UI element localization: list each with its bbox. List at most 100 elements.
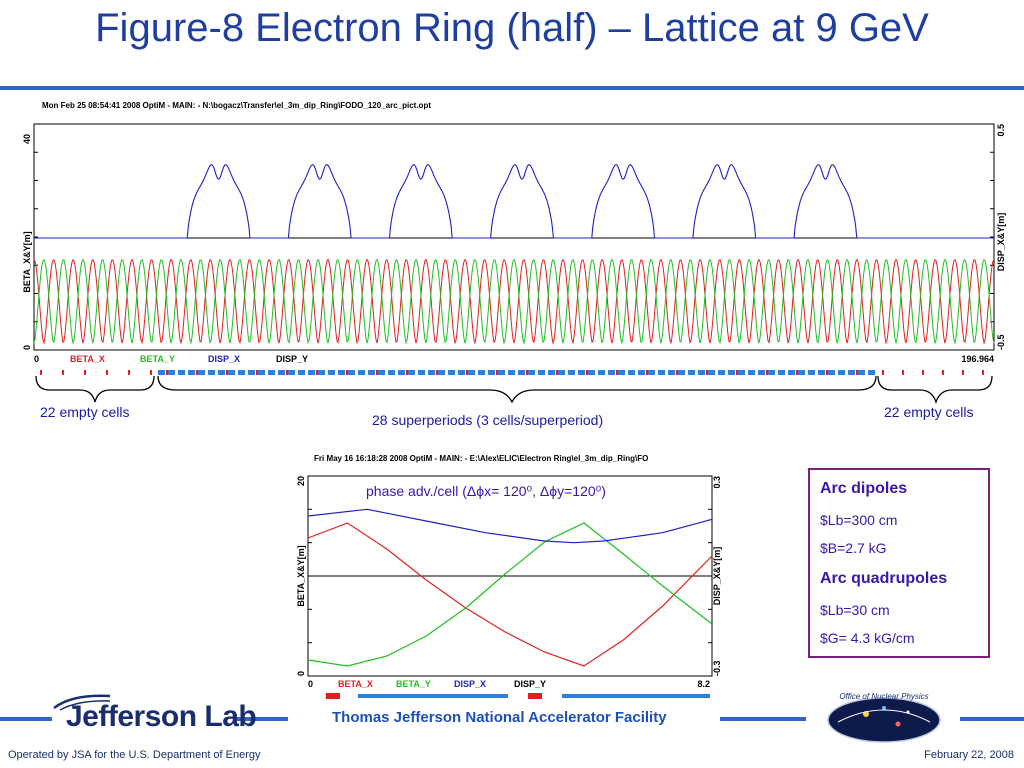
top-element-arc-dipole — [676, 370, 678, 375]
facility-name: Thomas Jefferson National Accelerator Fa… — [332, 709, 667, 726]
top-element-arc-dipole — [376, 370, 378, 375]
top-legend-beta-y: BETA_Y — [140, 354, 175, 364]
top-element-arc-magnet — [298, 370, 305, 375]
bottom-legend-beta-x: BETA_X — [338, 679, 373, 689]
top-element-arc-dipole — [766, 370, 768, 375]
top-element-arc-magnet — [398, 370, 405, 375]
top-element-arc-magnet — [408, 370, 415, 375]
top-element-arc-magnet — [728, 370, 735, 375]
bottom-y-max-label: 20 — [296, 476, 306, 486]
top-element-arc-dipole — [646, 370, 648, 375]
top-y2-min-label: -0.5 — [996, 334, 1006, 350]
top-element-arc-magnet — [478, 370, 485, 375]
top-element-empty-cell-right — [982, 370, 984, 375]
top-disp-x-line — [34, 164, 994, 239]
top-element-arc-dipole — [556, 370, 558, 375]
top-element-arc-magnet — [438, 370, 445, 375]
slide-title: Figure-8 Electron Ring (half) – Lattice … — [95, 6, 929, 50]
top-element-arc-dipole — [826, 370, 828, 375]
top-element-arc-dipole — [526, 370, 528, 375]
superperiods-label: 28 superperiods (3 cells/superperiod) — [372, 412, 604, 428]
top-element-arc-magnet — [638, 370, 645, 375]
arc-quads-gradient: $G= 4.3 kG/cm — [820, 630, 915, 646]
top-element-arc-magnet — [828, 370, 835, 375]
left-brace — [35, 375, 155, 403]
arc-quads-title: Arc quadrupoles — [820, 570, 948, 587]
top-element-arc-magnet — [328, 370, 335, 375]
top-element-arc-magnet — [288, 370, 295, 375]
top-y2-max-label: 0.5 — [996, 124, 1006, 137]
top-element-arc-magnet — [158, 370, 165, 375]
top-element-arc-magnet — [208, 370, 215, 375]
jefferson-lab-swoosh-icon — [53, 694, 111, 711]
phase-advance-label: phase adv./cell (Δϕx= 120⁰, Δϕy=120⁰) — [366, 483, 606, 499]
arc-dipoles-field: $B=2.7 kG — [820, 540, 887, 556]
top-element-arc-magnet — [418, 370, 425, 375]
top-element-arc-magnet — [458, 370, 465, 375]
bottom-element-drift-2 — [562, 694, 710, 698]
bottom-element-dipole-1 — [326, 693, 340, 699]
top-element-arc-dipole — [736, 370, 738, 375]
top-element-empty-cell-left — [150, 370, 152, 375]
cell-braces — [35, 375, 993, 405]
bottom-legend-disp-y: DISP_Y — [514, 679, 546, 689]
top-element-arc-dipole — [466, 370, 468, 375]
bottom-element-dipole-2 — [528, 693, 542, 699]
top-element-arc-magnet — [488, 370, 495, 375]
top-element-arc-magnet — [568, 370, 575, 375]
top-element-arc-magnet — [318, 370, 325, 375]
bottom-cell-chart: 20 0 BETA_X&Y[m] 0.3 -0.3 DISP_X&Y[m] 0 … — [296, 475, 722, 699]
top-element-empty-cell-left — [128, 370, 130, 375]
top-element-arc-magnet — [848, 370, 855, 375]
top-element-arc-magnet — [338, 370, 345, 375]
top-element-arc-magnet — [218, 370, 225, 375]
top-element-arc-magnet — [608, 370, 615, 375]
middle-brace — [157, 375, 877, 404]
top-element-arc-magnet — [348, 370, 355, 375]
top-y-max-label: 40 — [22, 134, 32, 144]
top-element-empty-cell-left — [84, 370, 86, 375]
top-element-empty-cell-right — [922, 370, 924, 375]
top-element-arc-magnet — [588, 370, 595, 375]
top-element-arc-magnet — [768, 370, 775, 375]
top-element-arc-dipole — [166, 370, 168, 375]
top-lattice-chart: 40 0 BETA_X&Y[m] 0.5 -0.5 DISP_X&Y[m] 0 … — [22, 123, 1006, 375]
office-of-nuclear-physics-logo: Office of Nuclear Physics — [827, 692, 941, 743]
top-element-arc-magnet — [198, 370, 205, 375]
top-legend-disp-y: DISP_Y — [276, 354, 308, 364]
top-legend-disp-x: DISP_X — [208, 354, 240, 364]
top-element-arc-magnet — [518, 370, 525, 375]
top-element-arc-magnet — [698, 370, 705, 375]
top-element-arc-magnet — [358, 370, 365, 375]
bottom-x-min-label: 0 — [308, 679, 313, 689]
footer-rule-right — [960, 717, 1024, 721]
top-element-arc-magnet — [748, 370, 755, 375]
bottom-y-axis-label: BETA_X&Y[m] — [296, 545, 306, 606]
bottom-y2-max-label: 0.3 — [712, 476, 722, 489]
top-chart-header: Mon Feb 25 08:54:41 2008 OptiM - MAIN: -… — [42, 101, 431, 110]
top-element-arc-magnet — [678, 370, 685, 375]
top-element-arc-magnet — [538, 370, 545, 375]
top-beta-y-line — [33, 258, 995, 345]
top-legend-beta-x: BETA_X — [70, 354, 105, 364]
left-cells-label: 22 empty cells — [40, 404, 130, 420]
footer-rule-left — [0, 717, 52, 721]
top-element-arc-magnet — [558, 370, 565, 375]
top-element-arc-magnet — [228, 370, 235, 375]
top-element-arc-magnet — [268, 370, 275, 375]
top-element-arc-dipole — [856, 370, 858, 375]
top-element-arc-dipole — [706, 370, 708, 375]
bottom-x-max-label: 8.2 — [697, 679, 710, 689]
top-element-arc-magnet — [498, 370, 505, 375]
title-rule — [0, 86, 1024, 90]
top-element-arc-magnet — [468, 370, 475, 375]
doe-logo-text: Office of Nuclear Physics — [839, 692, 928, 701]
top-lattice-elements — [40, 370, 984, 375]
top-element-arc-magnet — [658, 370, 665, 375]
top-element-arc-magnet — [688, 370, 695, 375]
footer-rule-mid1 — [236, 717, 288, 721]
top-element-arc-magnet — [758, 370, 765, 375]
top-element-arc-magnet — [718, 370, 725, 375]
top-element-arc-dipole — [436, 370, 438, 375]
top-element-arc-dipole — [586, 370, 588, 375]
